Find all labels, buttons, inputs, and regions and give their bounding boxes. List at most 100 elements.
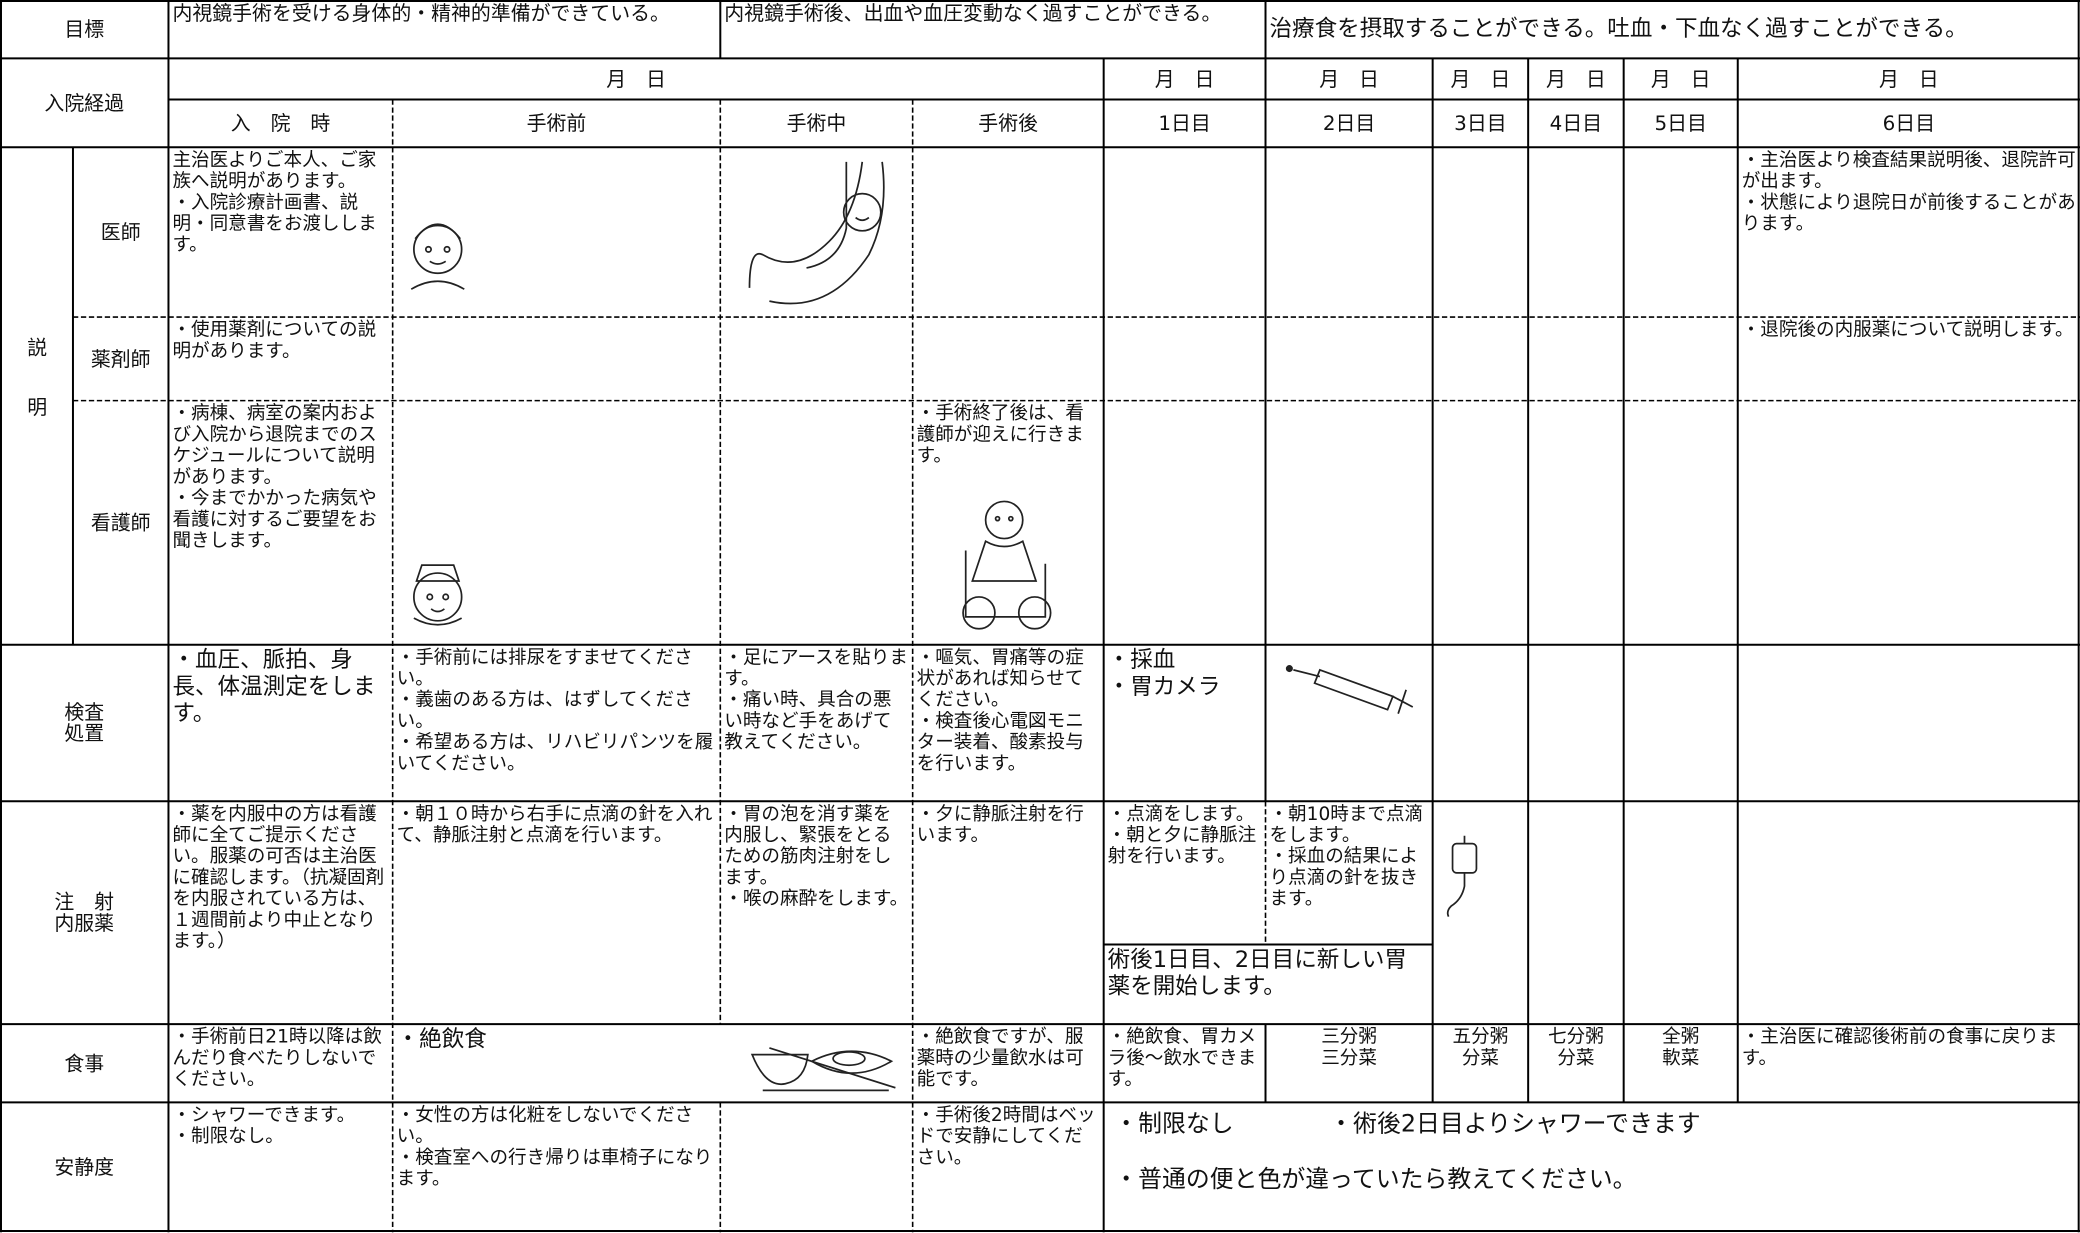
exam-cell: ・採血 ・胃カメラ	[1104, 645, 1266, 802]
text-line: ・朝10時まで点滴をします。	[1269, 803, 1424, 847]
text-line: ・シャワーできます。	[172, 1104, 356, 1127]
section-label: 説明	[24, 336, 49, 456]
goal-label: 目標	[64, 17, 105, 42]
date: 月 日	[1319, 66, 1379, 91]
injection-cell: ・胃の泡を消す薬を内服し、緊張をとるための筋肉注射をします。 ・喉の麻酔をします。	[720, 801, 912, 1024]
text-line: ・入院診療計画書、説明・同意書をお渡しします。	[172, 192, 377, 257]
text-line: ・痛い時、具合の悪い時など手をあげて教えてください。	[724, 689, 892, 754]
text-line: ・退院後の内服薬について説明します。	[1741, 319, 2074, 341]
text-line: 分菜	[1461, 1047, 1499, 1070]
text-line: ・絶飲食、胃カメラ後～飲水できます。	[1107, 1026, 1257, 1091]
meal-cell: 全粥 軟菜	[1624, 1024, 1738, 1102]
text-line: ・朝と夕に静脈注射を行います。	[1107, 825, 1257, 868]
rest-cell: ・女性の方は化粧をしないでください。 ・検査室への行き帰りは車椅子になります。	[393, 1102, 721, 1232]
doctor-illustration	[410, 223, 465, 290]
meal-cell: ・手術前日21時以降は飲んだり食べたりしないでください。	[168, 1024, 392, 1102]
injection-cell: 術後1日目、2日目に新しい胃薬を開始します。	[1104, 944, 1433, 1024]
text-line: ・状態により退院日が前後することがあります。	[1741, 192, 2076, 235]
text-line: 五分粥	[1452, 1026, 1509, 1048]
date: 月 日	[1546, 66, 1606, 91]
date: 月 日	[1154, 66, 1215, 91]
injection-cell: ・朝１０時から右手に点滴の針を入れて、静脈注射と点滴を行います。	[393, 801, 721, 1024]
text-line: ・女性の方は化粧をしないでください。	[396, 1104, 694, 1148]
day-header: 5日目	[1654, 111, 1707, 136]
text-line: 安静度	[54, 1155, 115, 1180]
text-line: ・胃の泡を消す薬を内服し、緊張をとるための筋肉注射をします。	[724, 803, 892, 889]
text-line: 軟菜	[1662, 1047, 1700, 1070]
wheelchair-illustration	[962, 500, 1052, 630]
text-line: 全粥	[1662, 1026, 1700, 1048]
meal-cell: 七分粥 分菜	[1528, 1024, 1624, 1102]
text-line: ・手術後2時間はベッドで安静にしてください。	[916, 1104, 1096, 1169]
row-label: 食事	[0, 1024, 168, 1102]
text-line: ・今までかかった病気や看護に対するご要望をお聞きします。	[172, 488, 377, 552]
meal-cell: ・絶飲食	[393, 1024, 913, 1102]
text-line: ・夕に静脈注射を行います。	[916, 803, 1084, 847]
text-line: ・検査後心電図モニター装着、酸素投与を行います。	[916, 711, 1084, 775]
day-header: 手術中	[786, 111, 847, 136]
meal-illustration	[750, 1047, 896, 1092]
text-line: ・朝１０時から右手に点滴の針を入れて、静脈注射と点滴を行います。	[396, 803, 713, 847]
day-header: 手術後	[978, 111, 1039, 136]
text-line: 七分粥	[1548, 1026, 1604, 1048]
text-line: ・絶飲食	[396, 1026, 487, 1054]
injection-cell: ・夕に静脈注射を行います。	[913, 801, 1104, 1024]
exam-cell: ・足にアースを貼ります。 ・痛い時、具合の悪い時など手をあげて教えてください。	[720, 645, 912, 802]
text-line: ・手術前には排尿をすませてください。	[396, 647, 693, 690]
stomach-illustration	[748, 161, 885, 305]
text-line: ・採血	[1107, 647, 1176, 674]
drip-illustration	[1446, 835, 1478, 918]
text-line: ・術後2日目よりシャワーできます	[1329, 1110, 1701, 1139]
goal-text: 内視鏡手術後、出血や血圧変動なく過すことができる。	[724, 1, 1222, 26]
text-line: ・普通の便と色が違っていたら教えてください。	[1114, 1166, 1637, 1194]
explanation-cell: ・主治医より検査結果説明後、退院許可が出ます。 ・状態により退院日が前後することが…	[1738, 147, 2080, 317]
day-header: 1日目	[1158, 111, 1211, 136]
text-line: ・点滴をします。	[1107, 803, 1255, 826]
day-header: 入 院 時	[230, 111, 331, 136]
row-label: 検査 処置	[0, 645, 168, 802]
text-line: 主治医よりご本人、ご家族へ説明があります。	[172, 149, 377, 193]
role-label: 薬剤師	[90, 346, 151, 371]
explanation-cell: ・退院後の内服薬について説明します。	[1738, 317, 2080, 401]
text-line: ・検査室への行き帰りは車椅子になります。	[396, 1147, 713, 1190]
date: 月 日	[1879, 66, 1939, 91]
schedule-label: 入院経過	[44, 90, 125, 115]
role-label: 医師	[100, 220, 141, 245]
text-line: ・制限なし	[1114, 1110, 1234, 1139]
explanation-cell: ・病棟、病室の案内および入院から退院までのスケジュールについて説明があります。・…	[168, 401, 392, 645]
day-header: 6日目	[1882, 111, 1936, 136]
exam-cell: ・嘔気、胃痛等の症状があれば知らせてください。 ・検査後心電図モニター装着、酸素投…	[913, 645, 1104, 802]
meal-cell: ・絶飲食ですが、服薬時の少量飲水は可能です。	[913, 1024, 1104, 1102]
text-line: ・希望ある方は、リハビリパンツを履いてください。	[396, 732, 714, 775]
row-label: 安静度	[0, 1102, 168, 1232]
text-line: ・制限なし。	[172, 1126, 284, 1148]
text-line: 内服薬	[54, 911, 115, 936]
goal-text: 内視鏡手術を受ける身体的・精神的準備ができている。	[172, 1, 670, 26]
exam-cell: ・血圧、脈拍、身長、体温測定をします。	[168, 645, 392, 802]
injection-cell: ・点滴をします。 ・朝と夕に静脈注射を行います。	[1104, 801, 1266, 944]
day-header: 4日目	[1549, 111, 1603, 136]
text-line: ・足にアースを貼ります。	[724, 647, 908, 690]
text-line: ・主治医より検査結果説明後、退院許可が出ます。	[1741, 149, 2076, 193]
text-line: 食事	[64, 1051, 105, 1076]
text-line: ・喉の麻酔をします。	[724, 888, 909, 910]
rest-cell: ・制限なし ・術後2日目よりシャワーできます・普通の便と色が違っていたら教えてくだ…	[1104, 1102, 2080, 1232]
day-header: 3日目	[1454, 111, 1507, 136]
nurse-illustration	[413, 564, 463, 626]
syringe-illustration	[1285, 665, 1414, 714]
text-line: ・主治医に確認後術前の食事に戻ります。	[1741, 1026, 2058, 1070]
injection-cell: ・薬を内服中の方は看護師に全てご提示ください。服薬の可否は主治医に確認します。（…	[168, 801, 392, 1024]
text-line: ・胃カメラ	[1107, 673, 1221, 701]
meal-cell: 五分粥 分菜	[1433, 1024, 1529, 1102]
text-line: 分菜	[1557, 1047, 1595, 1070]
rest-cell: ・手術後2時間はベッドで安静にしてください。	[913, 1102, 1104, 1232]
text-line: 術後1日目、2日目に新しい胃薬を開始します。	[1107, 947, 1407, 1001]
text-line: ・病棟、病室の案内および入院から退院までのスケジュールについて説明があります。	[172, 403, 377, 489]
date: 月 日	[1650, 66, 1711, 91]
exam-cell: ・手術前には排尿をすませてください。 ・義歯のある方は、はずしてください。 ・希望あ…	[393, 645, 721, 802]
text-line: 三分粥	[1321, 1026, 1377, 1048]
text-line: ・採血の結果により点滴の針を抜きます。	[1269, 846, 1419, 910]
date: 月 日	[606, 66, 666, 91]
text-line: ・義歯のある方は、はずしてください。	[396, 689, 693, 733]
